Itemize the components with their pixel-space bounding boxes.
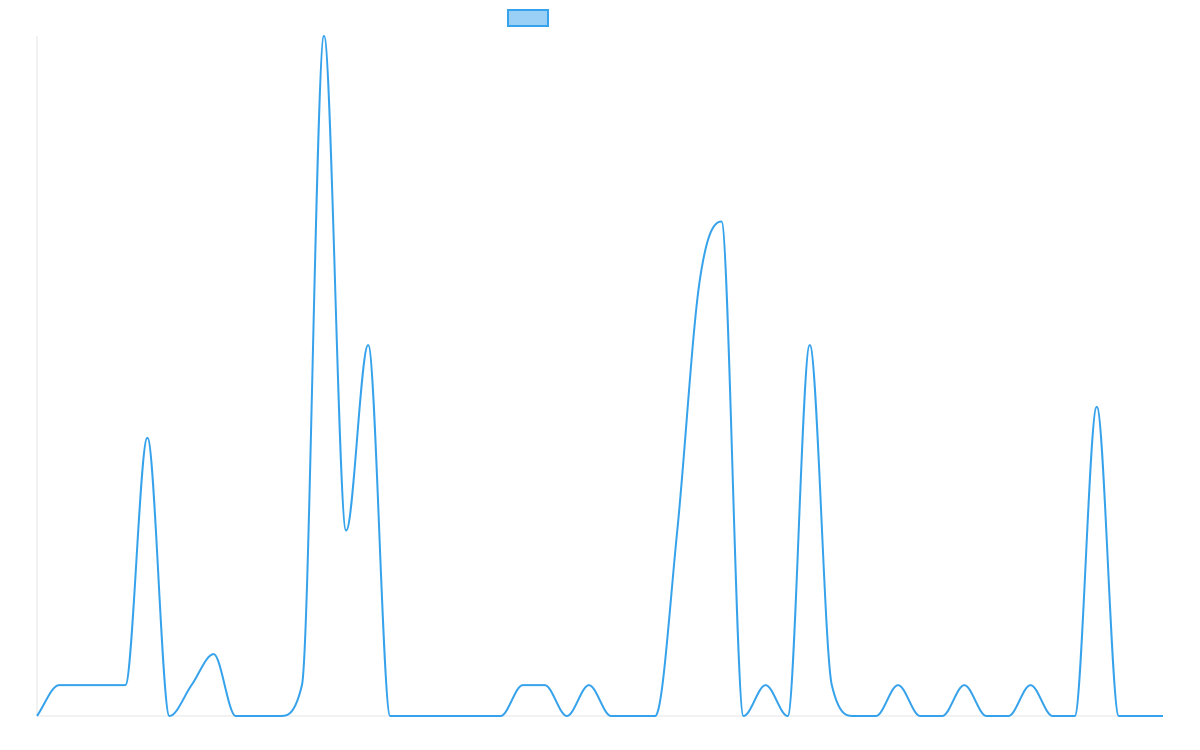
legend-color-box[interactable] <box>507 9 549 27</box>
series-line <box>36 35 1163 717</box>
legend[interactable] <box>507 9 549 27</box>
